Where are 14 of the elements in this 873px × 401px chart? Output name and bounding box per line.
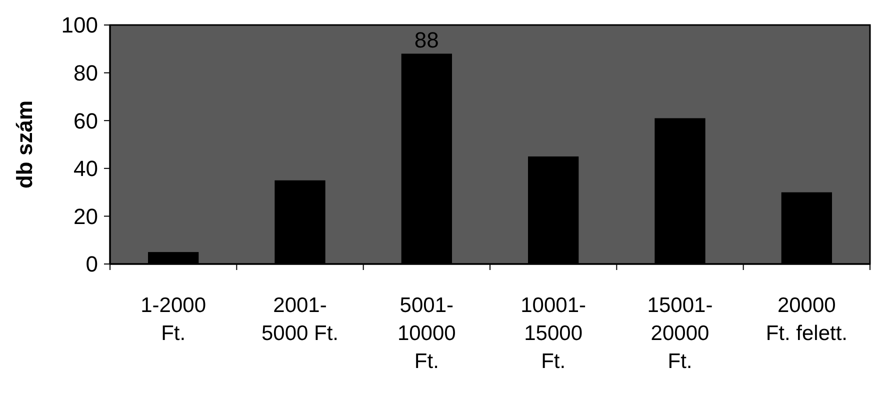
data-label: 88 — [414, 28, 439, 53]
y-tick-label: 60 — [74, 108, 98, 134]
x-tick-label: 10001-15000 Ft. — [520, 294, 586, 373]
x-tick-label: 20000 Ft. felett. — [766, 294, 848, 345]
y-axis-title: db szám — [12, 100, 37, 189]
x-tick-label: 5001-10000 Ft. — [397, 294, 456, 373]
y-tick-label: 80 — [74, 60, 98, 86]
y-tick-label: 0 — [86, 252, 98, 277]
x-tick-label: 2001-5000 Ft. — [261, 294, 339, 345]
x-tick-label: 1-2000 Ft. — [140, 294, 206, 345]
y-tick-label: 20 — [74, 204, 98, 229]
x-tick-label: 15001-20000 Ft. — [647, 294, 713, 373]
y-tick-label: 100 — [61, 12, 98, 38]
y-tick-label: 40 — [74, 156, 98, 182]
